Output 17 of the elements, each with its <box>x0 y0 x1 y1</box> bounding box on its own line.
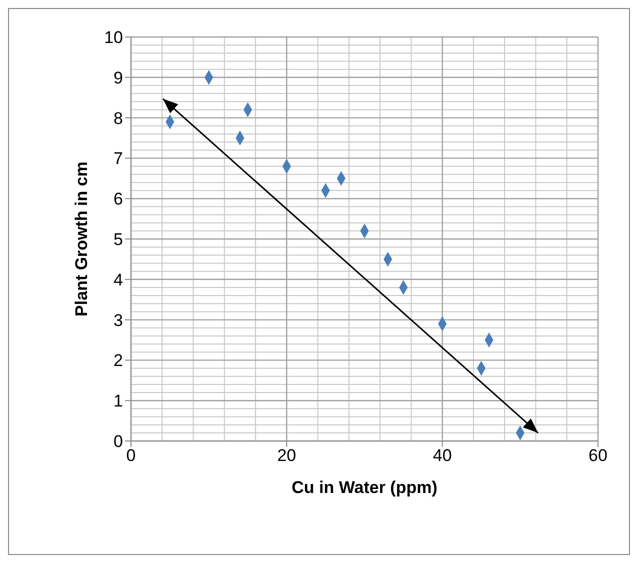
y-tick-label: 1 <box>114 392 123 411</box>
y-tick-label: 7 <box>114 149 123 168</box>
y-tick-label: 10 <box>104 28 123 48</box>
x-tick-label: 60 <box>588 446 608 466</box>
y-tick-label: 0 <box>114 432 123 452</box>
y-axis-title: Plant Growth in cm <box>72 162 92 316</box>
x-axis-title: Cu in Water (ppm) <box>292 478 438 497</box>
x-tick-label: 20 <box>277 446 296 466</box>
y-tick-label: 6 <box>114 190 123 209</box>
y-tick-label: 4 <box>114 270 123 290</box>
y-tick-label: 8 <box>114 108 123 128</box>
x-tick-label: 0 <box>126 446 136 466</box>
y-tick-label: 9 <box>114 68 123 88</box>
y-tick-label: 3 <box>114 310 123 330</box>
y-tick-label: 2 <box>114 351 123 370</box>
y-tick-label: 5 <box>114 230 123 250</box>
x-tick-label: 40 <box>432 446 452 466</box>
